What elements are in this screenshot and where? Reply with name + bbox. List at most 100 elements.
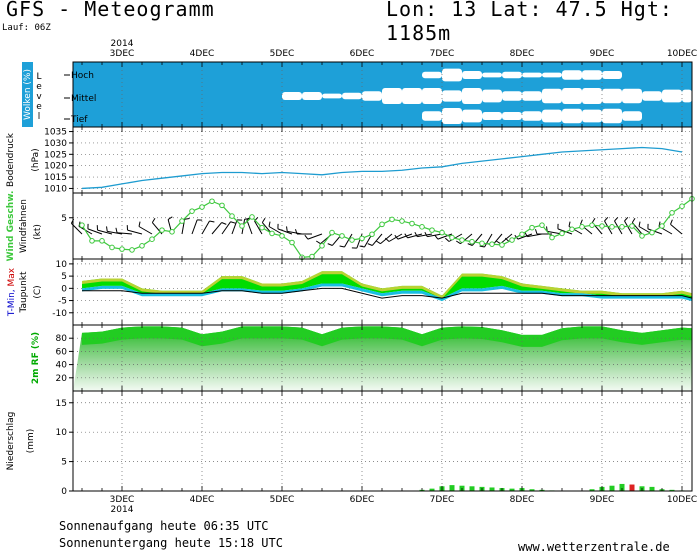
wind-barb <box>192 220 197 234</box>
wind-speed-point <box>520 232 525 237</box>
temp-tick-label: 10 <box>56 260 68 270</box>
date-label-7dec: 7DEC <box>430 495 455 505</box>
wind-speed-point <box>650 230 655 235</box>
wind-barb-flag <box>376 241 380 244</box>
wind-speed-point <box>680 204 685 209</box>
year-label-bottom: 2014 <box>111 505 134 515</box>
cloud-cell-mittel <box>562 88 582 104</box>
date-label-4dec: 4DEC <box>190 49 215 59</box>
cloud-cell-mittel <box>582 88 602 104</box>
date-label-5dec: 5DEC <box>270 495 295 505</box>
wind-barb-flag <box>287 226 288 231</box>
wind-speed-point <box>540 223 545 228</box>
wind-speed-point <box>270 231 275 236</box>
cloud-cell-mittel <box>482 90 502 103</box>
humidity-tick-label: 40 <box>56 361 68 371</box>
wind-speed-point <box>640 234 645 239</box>
wind-unit-label: (kt) <box>33 224 43 240</box>
cloud-cell-mittel <box>282 92 302 100</box>
cloud-cell-mittel <box>642 91 662 101</box>
wind-speed-point <box>600 224 605 229</box>
wind-speed-point <box>190 209 195 214</box>
wind-speed-point <box>110 245 115 250</box>
precip-bar <box>450 485 455 491</box>
wind-barb-flag <box>262 218 265 222</box>
wind-speed-point <box>210 199 215 204</box>
credit-url: www.wetterzentrale.de <box>518 540 670 554</box>
temp-unit-label: (C) <box>33 285 43 298</box>
date-label-10dec: 10DEC <box>667 49 697 59</box>
precip-tick-label: 15 <box>56 399 67 409</box>
wind-speed-point <box>330 230 335 235</box>
precip-panel-label: Niederschlag <box>6 412 16 471</box>
wind-speed-point <box>390 217 395 222</box>
cloud-cell-hoch <box>582 70 602 80</box>
wind-speed-point <box>180 219 185 224</box>
wind-barb-flag <box>222 223 227 225</box>
cloud-cell-hoch <box>602 71 622 79</box>
cloud-cell-mittel <box>322 94 342 99</box>
wind-speed-point <box>620 225 625 230</box>
cloud-cell-tief <box>462 110 482 123</box>
cloud-cell-mittel <box>682 90 692 103</box>
panel-frame <box>73 127 692 193</box>
wind-speed-point <box>500 243 505 248</box>
precip-bar <box>490 487 495 491</box>
cloud-cell-hoch <box>562 70 582 80</box>
pressure-tick-label: 1025 <box>44 150 67 160</box>
cloud-cell-mittel <box>342 93 362 99</box>
date-label-8dec: 8DEC <box>510 495 535 505</box>
pressure-tick-label: 1020 <box>44 162 67 172</box>
cloud-cell-mittel <box>542 89 562 103</box>
wind-barb-flag <box>116 228 117 233</box>
cloud-cell-tief <box>502 112 522 120</box>
cloud-cell-mittel <box>622 89 642 103</box>
sun-info: Sonnenaufgang heute 06:35 UTC Sonnenunte… <box>59 518 283 552</box>
precip-bar <box>610 486 615 491</box>
wind-barb-flag <box>210 221 215 222</box>
wind-speed-point <box>530 225 535 230</box>
pressure-unit-label: (hPa) <box>31 148 41 171</box>
cloud-cell-tief <box>562 109 582 123</box>
wind-speed-point <box>410 221 415 226</box>
date-label-9dec: 9DEC <box>590 495 615 505</box>
wind-barb-flag <box>152 218 155 222</box>
date-label-8dec: 8DEC <box>510 49 535 59</box>
cloud-cell-mittel <box>362 91 382 101</box>
sunrise-text: Sonnenaufgang heute 06:35 UTC <box>59 518 283 535</box>
wind-speed-point <box>150 237 155 242</box>
pressure-tick-label: 1035 <box>44 128 67 138</box>
wind-barb-flag <box>316 241 320 244</box>
cloud-cell-mittel <box>302 92 322 100</box>
wind-barb-flag <box>328 244 333 246</box>
wind-speed-point <box>400 219 405 224</box>
wind-speed-point <box>100 239 105 244</box>
level-title-char: L <box>36 72 41 82</box>
humidity-tick-label: 80 <box>56 334 68 344</box>
date-label-4dec: 4DEC <box>190 495 215 505</box>
wind-speed-point <box>510 238 515 243</box>
dewpoint-label: Taupunkt <box>19 271 29 314</box>
wind-speed-point <box>420 225 425 230</box>
level-label-tief: Tief <box>70 115 88 125</box>
wind-speed-point <box>550 235 555 240</box>
wind-barb <box>671 224 682 234</box>
cloud-cell-hoch <box>502 72 522 78</box>
wind-speed-point <box>290 240 295 245</box>
temp-tick-label: -5 <box>58 297 67 307</box>
wind-barb-flag <box>569 222 570 227</box>
wind-speed-point <box>120 247 125 252</box>
wind-speed-point <box>370 232 375 237</box>
humidity-tick-label: 20 <box>56 374 68 384</box>
wind-barb <box>308 234 322 239</box>
wind-barb-flag <box>368 244 373 246</box>
cloud-cell-hoch <box>462 71 482 79</box>
level-label-hoch: Hoch <box>71 71 94 81</box>
wind-speed-point <box>630 224 635 229</box>
cloud-cell-mittel <box>522 91 542 101</box>
cloud-cell-hoch <box>442 69 462 82</box>
sunset-text: Sonnenuntergang heute 15:18 UTC <box>59 535 283 552</box>
wind-speed-point <box>660 224 665 229</box>
pressure-tick-label: 1030 <box>44 139 67 149</box>
